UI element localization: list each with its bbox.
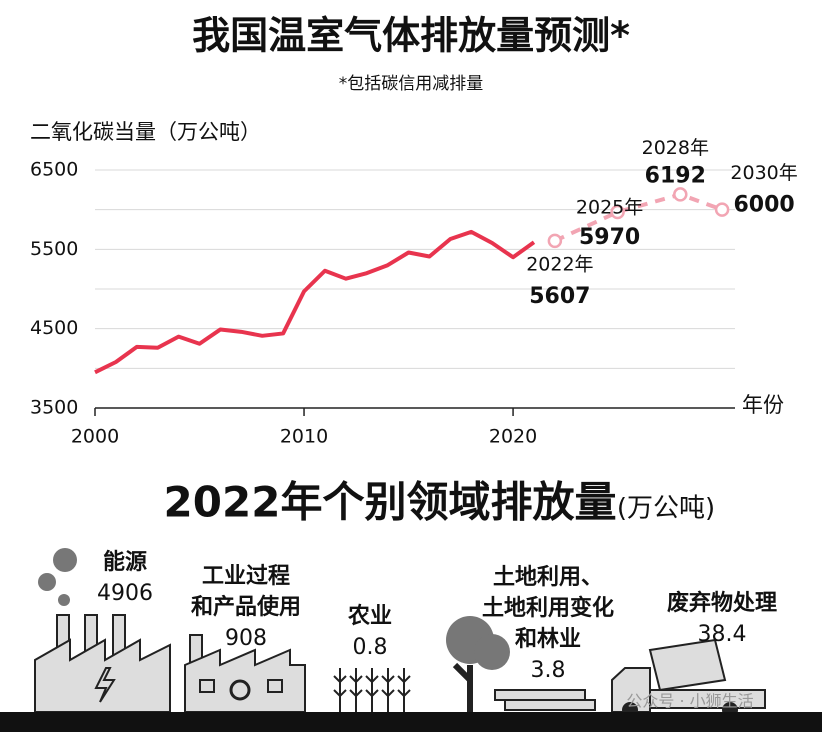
projection-point bbox=[673, 187, 688, 202]
sector-label: 土地利用变化 bbox=[482, 595, 614, 621]
point-year-label: 2025年 bbox=[576, 197, 643, 219]
icons bbox=[34, 548, 766, 718]
point-year-label: 2030年 bbox=[730, 162, 797, 184]
y-tick-label: 6500 bbox=[30, 159, 78, 181]
projection-point bbox=[547, 233, 563, 249]
window bbox=[199, 679, 215, 693]
sector-value: 4906 bbox=[97, 581, 153, 606]
point-year-label: 2022年 bbox=[526, 253, 593, 275]
log bbox=[494, 689, 586, 701]
y-tick-label: 4500 bbox=[30, 317, 78, 339]
gear bbox=[229, 679, 251, 701]
bottom-bar bbox=[0, 712, 822, 732]
point-year-label: 2028年 bbox=[642, 137, 709, 159]
sectors-title: 2022年个别领域排放量 bbox=[164, 478, 617, 527]
smoke bbox=[58, 594, 70, 606]
point-value-label: 6192 bbox=[645, 163, 706, 188]
crops bbox=[333, 668, 411, 712]
sector-label: 能源 bbox=[103, 549, 147, 575]
sector-value: 0.8 bbox=[353, 635, 388, 660]
log bbox=[504, 699, 596, 711]
line-chart: 3500 4500 5500 6500 2000 2010 2020 2022年 5607 202… bbox=[30, 137, 798, 448]
sector-label: 和产品使用 bbox=[191, 595, 301, 620]
x-tick-label: 2010 bbox=[280, 426, 328, 448]
x-tick-label: 2020 bbox=[489, 426, 537, 448]
emission-line bbox=[94, 229, 536, 375]
point-value-label: 5970 bbox=[579, 225, 640, 250]
sectors-unit: (万公吨) bbox=[617, 494, 715, 524]
y-tick-label: 3500 bbox=[30, 397, 78, 419]
bolt bbox=[94, 667, 116, 703]
sector-label: 农业 bbox=[347, 603, 392, 629]
smoke bbox=[38, 573, 56, 591]
x-tick-label: 2000 bbox=[71, 426, 119, 448]
projection-point bbox=[610, 204, 625, 220]
point-value-label: 5607 bbox=[529, 284, 590, 309]
dump-bed bbox=[648, 638, 727, 692]
sector-label: 废弃物处理 bbox=[667, 590, 777, 616]
sector-value: 38.4 bbox=[698, 622, 747, 647]
chart-title: 我国温室气体排放量预测* bbox=[192, 14, 630, 58]
point-value-label: 6000 bbox=[733, 193, 794, 218]
sector-label: 工业过程 bbox=[202, 564, 290, 589]
sector-label: 土地利用、 bbox=[493, 565, 603, 590]
watermark: 公众号 · 小狮生活 bbox=[626, 692, 753, 711]
smoke bbox=[53, 548, 77, 572]
window bbox=[267, 679, 283, 693]
tree bbox=[474, 634, 510, 670]
trunk bbox=[452, 662, 473, 712]
y-axis-label: 二氧化碳当量（万公吨） bbox=[30, 120, 261, 144]
y-tick-label: 5500 bbox=[30, 238, 78, 260]
chassis bbox=[649, 689, 766, 709]
projection-point bbox=[714, 202, 730, 217]
sector-value: 908 bbox=[225, 626, 267, 651]
x-axis-label: 年份 bbox=[742, 393, 784, 417]
sector-label: 和林业 bbox=[515, 627, 581, 652]
sector-value: 3.8 bbox=[531, 658, 566, 683]
chart-subtitle: *包括碳信用减排量 bbox=[339, 74, 484, 94]
